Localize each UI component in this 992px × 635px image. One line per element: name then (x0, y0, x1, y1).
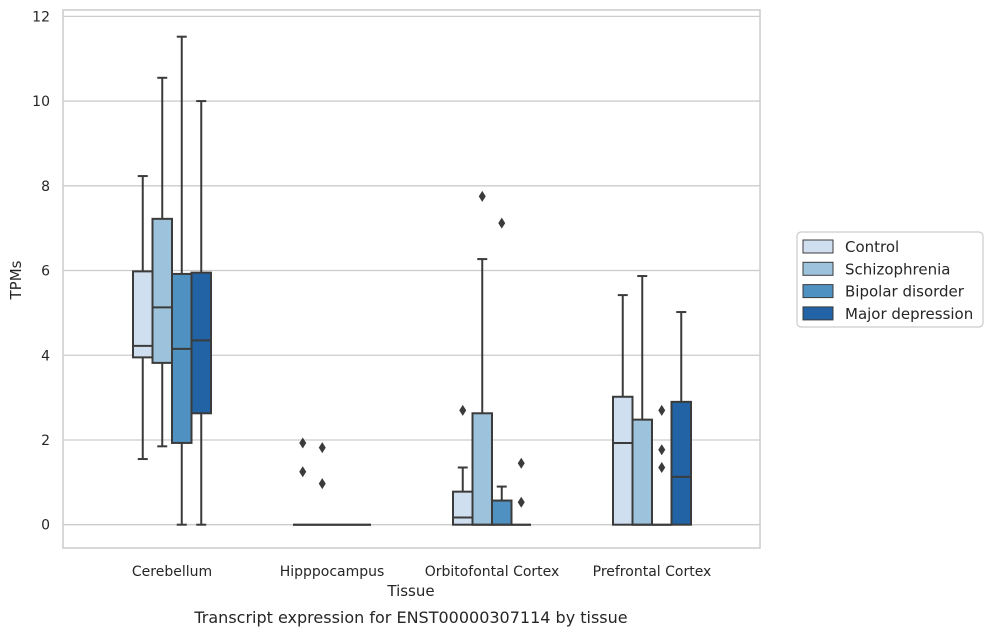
box-body (612, 395, 634, 526)
box-bipolar-disorder (171, 35, 193, 526)
box-control (132, 175, 154, 461)
x-tick-label: Cerebellum (132, 564, 212, 580)
legend-swatch (802, 284, 834, 299)
box-body (132, 270, 154, 359)
box-body (491, 499, 513, 526)
legend-label: Control (845, 238, 899, 256)
outlier-point (299, 466, 307, 478)
y-tick-label: 2 (41, 433, 50, 449)
outlier-point (658, 444, 666, 456)
y-tick-label: 4 (41, 348, 50, 364)
outlier-point (459, 404, 467, 416)
legend-swatch (802, 261, 834, 276)
legend-label: Schizophrenia (845, 260, 950, 278)
outlier-point (658, 462, 666, 474)
y-tick-label: 12 (32, 9, 50, 25)
box-schizophrenia (151, 76, 173, 448)
box-major-depression (670, 311, 692, 526)
y-tick-label: 10 (32, 94, 50, 110)
box-major-depression (511, 457, 531, 526)
box-bipolar-disorder (652, 404, 672, 526)
y-tick-labels: 0 2 4 6 8 10 12 (32, 9, 50, 533)
box-body (452, 490, 474, 526)
legend: Control Schizophrenia Bipolar disorder Majo… (796, 231, 984, 328)
box-plot-series (132, 35, 692, 526)
outlier-point (517, 457, 525, 469)
y-tick-label: 8 (41, 179, 50, 195)
outlier-point (517, 496, 525, 508)
x-tick-label: Orbitofontal Cortex (425, 564, 560, 580)
y-axis-title: TPMs (7, 260, 25, 300)
box-body (631, 418, 653, 526)
y-tick-label: 0 (41, 518, 50, 534)
box-body (471, 412, 493, 526)
chart-caption: Transcript expression for ENST0000030711… (193, 608, 627, 627)
box-major-depression (190, 100, 212, 526)
outlier-point (478, 190, 486, 202)
box-body (670, 400, 692, 526)
legend-swatch (802, 306, 834, 321)
box-body (190, 271, 212, 415)
box-control (452, 404, 474, 526)
outlier-point (318, 442, 326, 454)
outlier-point (299, 437, 307, 449)
box-body (171, 272, 193, 444)
plot-frame (62, 9, 761, 549)
box-schizophrenia (471, 190, 493, 526)
y-tick-label: 6 (41, 264, 50, 280)
outlier-point (318, 478, 326, 490)
box-schizophrenia (631, 275, 653, 526)
legend-label: Major depression (845, 305, 973, 323)
x-tick-labels: Cerebellum Hipppocampus Orbitofontal Corte… (132, 564, 711, 580)
x-axis-title: Tissue (386, 582, 434, 600)
box-schizophrenia (312, 442, 332, 526)
box-control (293, 437, 313, 526)
legend-swatch (802, 239, 834, 254)
x-tick-label: Prefrontal Cortex (593, 564, 712, 580)
outlier-point (658, 404, 666, 416)
box-body (151, 217, 173, 364)
box-bipolar-disorder (491, 217, 513, 526)
x-tick-label: Hipppocampus (280, 564, 385, 580)
outlier-point (498, 217, 506, 229)
legend-frame (796, 231, 984, 328)
legend-label: Bipolar disorder (845, 283, 965, 301)
box-control (612, 294, 634, 526)
